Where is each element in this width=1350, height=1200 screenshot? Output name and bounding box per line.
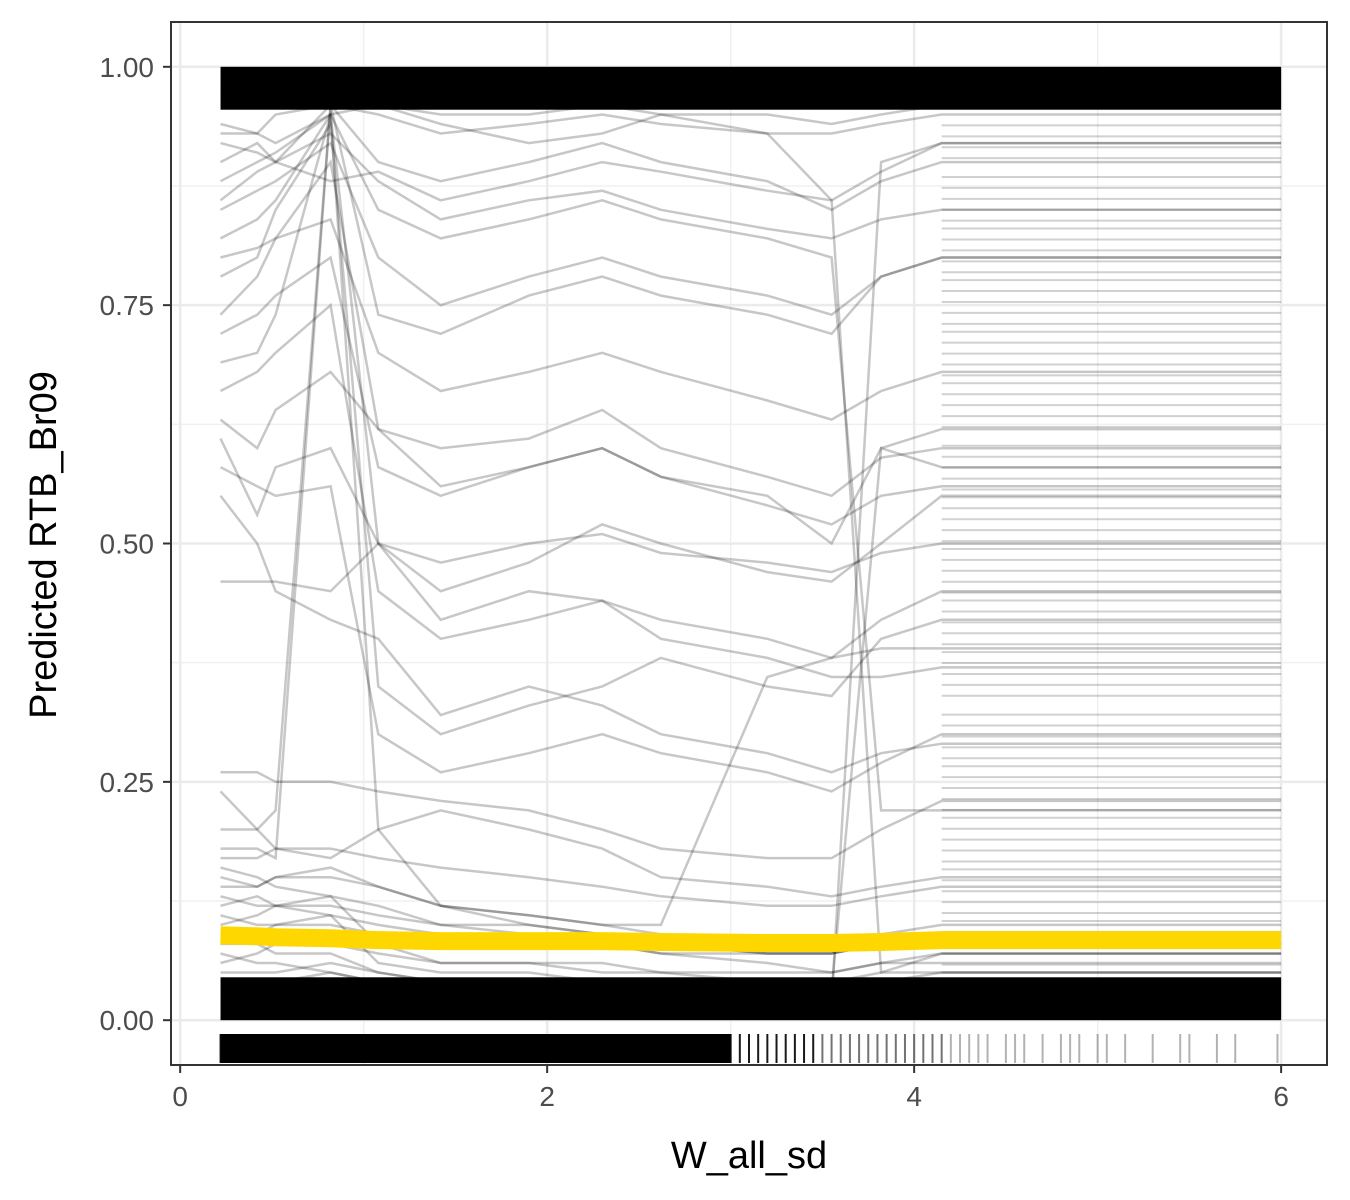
pdp-line bbox=[221, 935, 1282, 943]
y-tick-label: 1.00 bbox=[100, 52, 155, 83]
x-tick-label: 6 bbox=[1273, 1081, 1289, 1112]
y-tick-label: 0.50 bbox=[100, 529, 155, 560]
rug-dense-region bbox=[221, 1034, 731, 1063]
ice-band-top-fill bbox=[221, 67, 1282, 110]
y-tick-label: 0.75 bbox=[100, 290, 155, 321]
ice-band-bottom-fill bbox=[221, 977, 1282, 1020]
y-tick-label: 0.00 bbox=[100, 1005, 155, 1036]
x-tick-label: 4 bbox=[906, 1081, 922, 1112]
x-tick-label: 2 bbox=[539, 1081, 555, 1112]
y-axis-title: Predicted RTB_Br09 bbox=[23, 371, 65, 719]
y-tick-label: 0.25 bbox=[100, 767, 155, 798]
ice-band-bottom bbox=[221, 977, 1282, 1020]
x-axis-title: W_all_sd bbox=[671, 1135, 827, 1177]
ice-band-top bbox=[221, 67, 1282, 110]
pdp-line-group bbox=[221, 935, 1282, 943]
x-tick-label: 0 bbox=[172, 1081, 188, 1112]
